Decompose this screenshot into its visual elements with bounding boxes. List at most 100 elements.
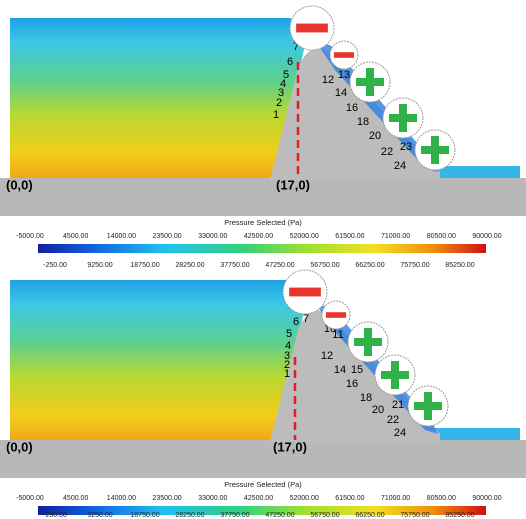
colorbar-tick-label: 80500.00 <box>427 495 456 502</box>
colorbar-tick-label: 23500.00 <box>152 495 181 502</box>
colorbar-tick-label: 71000.00 <box>381 495 410 502</box>
colorbar-tick-label: 85250.00 <box>445 262 474 269</box>
colorbar-tick-label: 33000.00 <box>198 233 227 240</box>
point-label: 2 <box>276 97 282 109</box>
water-body <box>10 280 305 440</box>
point-label: 7 <box>303 313 309 325</box>
colorbar-tick-label: 90000.00 <box>472 495 501 502</box>
colorbar-tick-label: 14000.00 <box>107 233 136 240</box>
plus-icon <box>391 361 399 389</box>
colorbar-tick-label: 37750.00 <box>220 262 249 269</box>
point-label: 3 <box>278 87 284 99</box>
colorbar-tick-label: 9250.00 <box>87 512 112 519</box>
colorbar-tick-label: -5000.00 <box>16 233 44 240</box>
colorbar <box>38 244 486 253</box>
point-label: 15 <box>351 364 363 376</box>
point-label: 16 <box>346 378 358 390</box>
colorbar-tick-label: 42500.00 <box>244 233 273 240</box>
point-label: 14 <box>335 87 347 99</box>
point-label: 12 <box>322 74 334 86</box>
colorbar-tick-label: -250.00 <box>43 512 67 519</box>
toe-label: (17,0) <box>276 177 310 192</box>
downstream-water <box>430 166 520 180</box>
colorbar-tick-label: -5000.00 <box>16 495 44 502</box>
minus-icon <box>333 52 355 58</box>
colorbar-tick-label: 4500.00 <box>63 495 88 502</box>
point-label: 1 <box>284 368 290 380</box>
embankment <box>270 310 440 442</box>
point-label: 14 <box>334 364 346 376</box>
colorbar-tick-label: 33000.00 <box>198 495 227 502</box>
colorbar-tick-label: 66250.00 <box>355 512 384 519</box>
colorbar-tick-label: 75750.00 <box>400 512 429 519</box>
colorbar-title: Pressure Selected (Pa) <box>224 480 302 489</box>
colorbar-tick-label: 28250.00 <box>175 512 204 519</box>
colorbar-tick-label: 47250.00 <box>265 512 294 519</box>
point-label: 11 <box>332 329 343 341</box>
point-label: 20 <box>369 130 381 142</box>
colorbar-tick-label: -250.00 <box>43 262 67 269</box>
colorbar-tick-label: 18750.00 <box>130 512 159 519</box>
point-label: 20 <box>372 404 384 416</box>
downstream-water <box>430 428 520 442</box>
colorbar-tick-label: 14000.00 <box>107 495 136 502</box>
colorbar-tick-label: 28250.00 <box>175 262 204 269</box>
point-label: 24 <box>394 160 406 172</box>
minus-icon <box>289 287 321 297</box>
colorbar <box>38 506 486 515</box>
plus-icon <box>364 328 372 356</box>
ground <box>0 178 526 216</box>
point-label: 5 <box>286 328 292 340</box>
colorbar-tick-label: 75750.00 <box>400 262 429 269</box>
toe-label: (17,0) <box>273 439 307 454</box>
colorbar-tick-label: 56750.00 <box>310 512 339 519</box>
colorbar-tick-label: 52000.00 <box>290 233 319 240</box>
point-label: 6 <box>287 56 293 68</box>
point-label: 24 <box>394 427 406 439</box>
colorbar-tick-label: 80500.00 <box>427 233 456 240</box>
colorbar-tick-label: 71000.00 <box>381 233 410 240</box>
colorbar-tick-label: 66250.00 <box>355 262 384 269</box>
plus-icon <box>424 392 432 420</box>
colorbar-tick-label: 18750.00 <box>130 262 159 269</box>
seepage <box>318 43 438 172</box>
colorbar-tick-label: 90000.00 <box>472 233 501 240</box>
origin-label: (0,0) <box>6 439 33 454</box>
plus-icon <box>431 136 439 164</box>
point-label: 16 <box>346 102 358 114</box>
point-label: 6 <box>293 316 299 328</box>
point-label: 18 <box>360 392 372 404</box>
point-label: 22 <box>387 414 399 426</box>
plus-icon <box>399 104 407 132</box>
colorbar-tick-label: 61500.00 <box>335 233 364 240</box>
minus-icon <box>325 312 347 318</box>
point-label: 4 <box>280 78 286 90</box>
colorbar-tick-label: 42500.00 <box>244 495 273 502</box>
colorbar-tick-label: 37750.00 <box>220 512 249 519</box>
minus-icon <box>296 23 328 33</box>
point-label: 22 <box>381 146 393 158</box>
point-label: 7 <box>293 41 299 53</box>
colorbar-tick-label: 4500.00 <box>63 233 88 240</box>
colorbar-tick-label: 23500.00 <box>152 233 181 240</box>
colorbar-tick-label: 9250.00 <box>87 262 112 269</box>
point-label: 4 <box>285 340 291 352</box>
point-label: 3 <box>284 350 290 362</box>
origin-label: (0,0) <box>6 177 33 192</box>
colorbar-tick-label: 47250.00 <box>265 262 294 269</box>
water-body <box>10 18 305 178</box>
embankment <box>270 48 440 181</box>
colorbar-tick-label: 52000.00 <box>290 495 319 502</box>
point-label: 2 <box>284 359 290 371</box>
point-label: 21 <box>392 399 404 411</box>
colorbar-tick-label: 85250.00 <box>445 512 474 519</box>
colorbar-title: Pressure Selected (Pa) <box>224 218 302 227</box>
colorbar-tick-label: 61500.00 <box>335 495 364 502</box>
ground <box>0 440 526 478</box>
plus-icon <box>366 68 374 96</box>
point-label: 12 <box>321 350 333 362</box>
point-label: 18 <box>357 116 369 128</box>
